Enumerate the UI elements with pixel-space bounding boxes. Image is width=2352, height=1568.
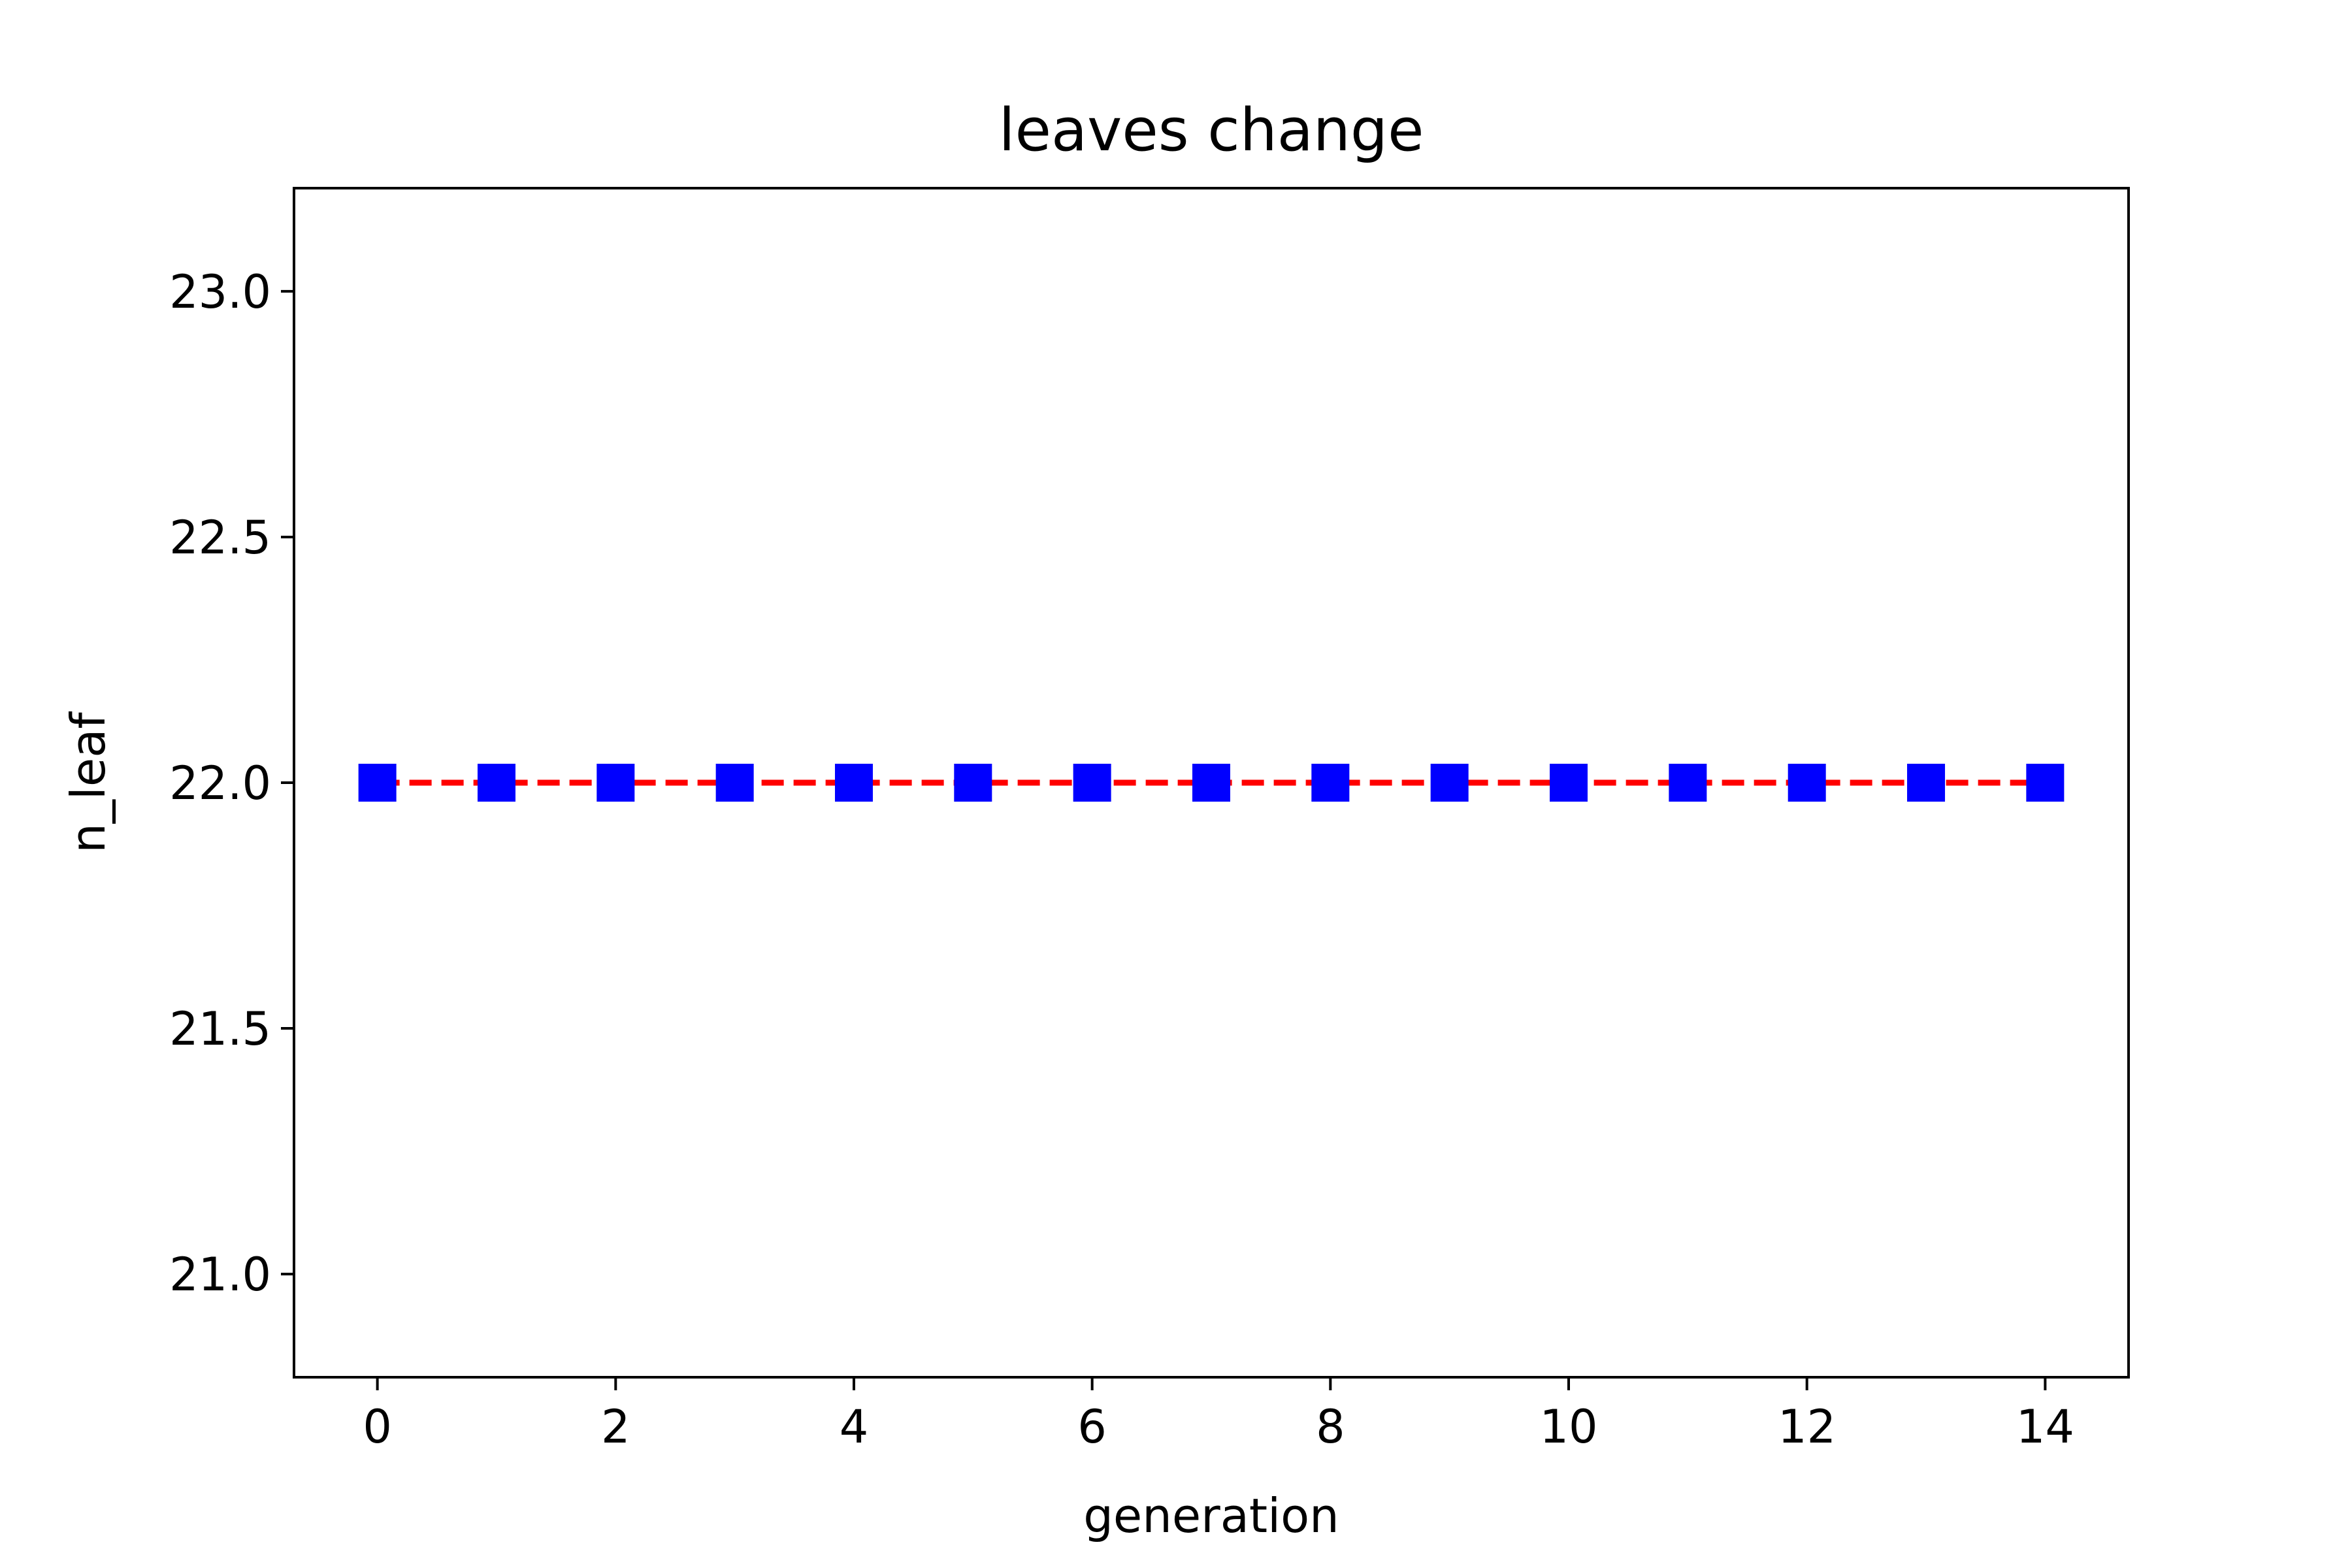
x-tick-label: 0 (363, 1400, 392, 1454)
chart-title: leaves change (999, 96, 1424, 165)
data-point-marker (1192, 764, 1230, 802)
y-axis-label: n_leaf (61, 711, 116, 853)
data-point-marker (1311, 764, 1350, 802)
plot-area (358, 764, 2065, 802)
x-axis-label: generation (1083, 1488, 1339, 1543)
data-point-marker (358, 764, 397, 802)
data-point-marker (1550, 764, 1588, 802)
data-point-marker (1073, 764, 1111, 802)
data-point-marker (715, 764, 754, 802)
x-tick-label: 14 (2016, 1400, 2074, 1454)
x-tick-label: 4 (840, 1400, 869, 1454)
data-point-marker (1788, 764, 1826, 802)
data-point-marker (954, 764, 992, 802)
x-tick-label: 12 (1778, 1400, 1836, 1454)
y-tick-label: 21.0 (169, 1248, 271, 1301)
data-point-marker (477, 764, 515, 802)
x-tick-label: 8 (1316, 1400, 1345, 1454)
data-point-marker (1907, 764, 1946, 802)
axes-frame (293, 187, 2130, 1379)
data-point-marker (596, 764, 635, 802)
y-tick-label: 22.5 (169, 511, 271, 564)
y-tick-label: 23.0 (169, 265, 271, 319)
y-tick-label: 22.0 (169, 757, 271, 810)
y-tick-label: 21.5 (169, 1002, 271, 1056)
data-point-marker (834, 764, 873, 802)
data-point-marker (2026, 764, 2065, 802)
data-point-marker (1430, 764, 1469, 802)
x-tick-label: 10 (1539, 1400, 1597, 1454)
axis-ticks: 0 2 4 6 8 10 12 14 21.0 21.5 22.0 22.5 23.0 (169, 265, 2074, 1454)
x-tick-label: 6 (1077, 1400, 1107, 1454)
x-tick-label: 2 (601, 1400, 630, 1454)
data-point-marker (1669, 764, 1707, 802)
